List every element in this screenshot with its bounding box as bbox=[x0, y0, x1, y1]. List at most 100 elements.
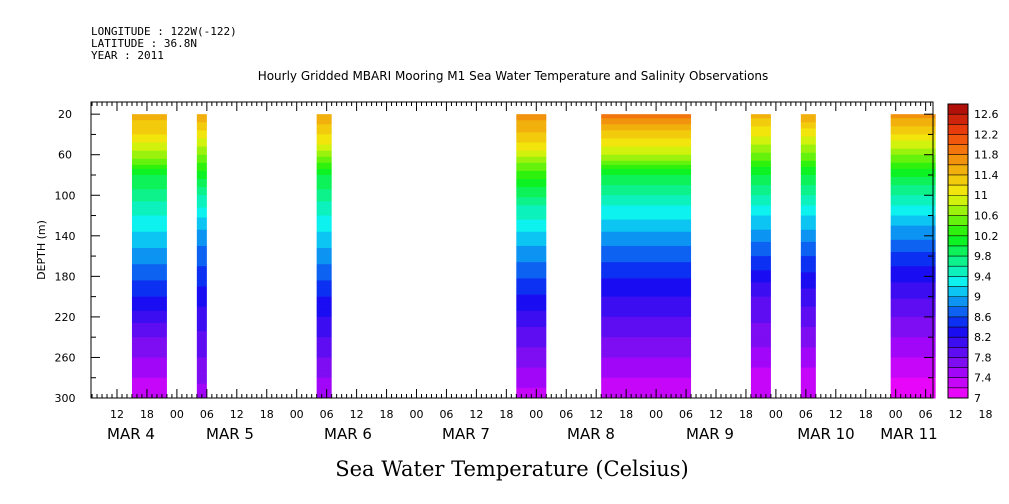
data-cell bbox=[516, 310, 547, 314]
data-cell bbox=[750, 341, 771, 344]
data-cell bbox=[131, 116, 167, 119]
data-cell bbox=[316, 351, 332, 354]
data-cell bbox=[316, 318, 332, 322]
data-cell bbox=[131, 322, 167, 326]
data-cell bbox=[196, 229, 207, 233]
data-cell bbox=[516, 193, 547, 196]
data-cell bbox=[196, 211, 207, 215]
data-cell bbox=[890, 187, 936, 190]
data-cell bbox=[316, 335, 332, 338]
data-cell bbox=[800, 162, 816, 166]
data-cell bbox=[601, 304, 692, 308]
data-cell bbox=[750, 231, 771, 235]
data-cell bbox=[800, 231, 816, 235]
colorbar-tick-label: 8.2 bbox=[974, 331, 992, 344]
data-cell bbox=[131, 124, 167, 127]
data-cell bbox=[800, 239, 816, 243]
data-cell bbox=[196, 219, 207, 223]
x-tick-label: 06 bbox=[200, 408, 214, 421]
data-cell bbox=[890, 150, 936, 154]
data-cell bbox=[800, 377, 816, 381]
data-cell bbox=[131, 158, 167, 162]
data-cell bbox=[890, 148, 936, 152]
data-cell bbox=[750, 335, 771, 338]
data-cell bbox=[516, 284, 547, 287]
data-cell bbox=[750, 219, 771, 223]
data-cell bbox=[750, 250, 771, 253]
colorbar-swatch bbox=[948, 205, 968, 216]
colorbar-swatch bbox=[948, 195, 968, 206]
data-cell bbox=[601, 280, 692, 283]
data-cell bbox=[131, 181, 167, 184]
colorbar-tick-label: 8.6 bbox=[974, 311, 992, 324]
data-cell bbox=[516, 266, 547, 269]
data-cell bbox=[516, 351, 547, 354]
data-cell bbox=[316, 312, 332, 316]
colorbar-swatch bbox=[948, 347, 968, 358]
data-cell bbox=[800, 156, 816, 160]
data-cell bbox=[316, 170, 332, 174]
data-cell bbox=[750, 300, 771, 304]
data-cell bbox=[196, 199, 207, 202]
data-cell bbox=[800, 217, 816, 221]
data-cell bbox=[800, 128, 816, 131]
data-cell bbox=[196, 367, 207, 371]
data-cell bbox=[601, 286, 692, 290]
data-cell bbox=[131, 387, 167, 391]
data-cell bbox=[131, 312, 167, 316]
data-cell bbox=[131, 126, 167, 129]
data-cell bbox=[890, 211, 936, 215]
data-cell bbox=[750, 134, 771, 137]
data-cell bbox=[316, 211, 332, 215]
data-cell bbox=[196, 124, 207, 127]
data-cell bbox=[316, 122, 332, 125]
longitude-label: LONGITUDE : 122W(-122) bbox=[91, 25, 237, 38]
data-cell bbox=[601, 154, 692, 158]
data-cell bbox=[750, 339, 771, 342]
data-cell bbox=[316, 357, 332, 360]
data-cell bbox=[196, 331, 207, 334]
data-cell bbox=[316, 361, 332, 365]
data-cell bbox=[750, 211, 771, 215]
colorbar-swatch bbox=[948, 367, 968, 379]
data-cell bbox=[800, 219, 816, 223]
data-cell bbox=[800, 172, 816, 176]
data-cell bbox=[196, 391, 207, 395]
data-cell bbox=[890, 361, 936, 365]
data-cell bbox=[516, 124, 547, 127]
y-tick-label: 260 bbox=[55, 351, 76, 364]
x-day-label: MAR 4 bbox=[107, 425, 155, 443]
data-cell bbox=[890, 156, 936, 160]
data-cell bbox=[890, 183, 936, 186]
data-cell bbox=[890, 264, 936, 267]
data-cell bbox=[890, 395, 936, 399]
data-cell bbox=[800, 122, 816, 125]
data-cell bbox=[316, 363, 332, 367]
data-cell bbox=[131, 371, 167, 375]
data-cell bbox=[316, 140, 332, 144]
data-cell bbox=[750, 367, 771, 371]
data-cell bbox=[316, 162, 332, 166]
data-cell bbox=[890, 387, 936, 391]
data-cell bbox=[316, 142, 332, 146]
data-cell bbox=[890, 383, 936, 387]
data-cell bbox=[131, 355, 167, 358]
data-cell bbox=[196, 298, 207, 302]
data-cell bbox=[800, 333, 816, 336]
data-cell bbox=[601, 357, 692, 360]
data-cell bbox=[316, 241, 332, 245]
data-cell bbox=[316, 347, 332, 350]
data-cell bbox=[750, 280, 771, 283]
data-cell bbox=[131, 375, 167, 379]
data-cell bbox=[800, 345, 816, 348]
data-cell bbox=[131, 320, 167, 324]
data-cell bbox=[316, 278, 332, 281]
data-cell bbox=[516, 146, 547, 150]
data-cell bbox=[750, 331, 771, 334]
data-cell bbox=[601, 254, 692, 257]
data-cell bbox=[516, 154, 547, 158]
data-cell bbox=[131, 233, 167, 237]
data-cell bbox=[800, 201, 816, 204]
data-cell bbox=[196, 274, 207, 277]
data-cell bbox=[800, 177, 816, 180]
